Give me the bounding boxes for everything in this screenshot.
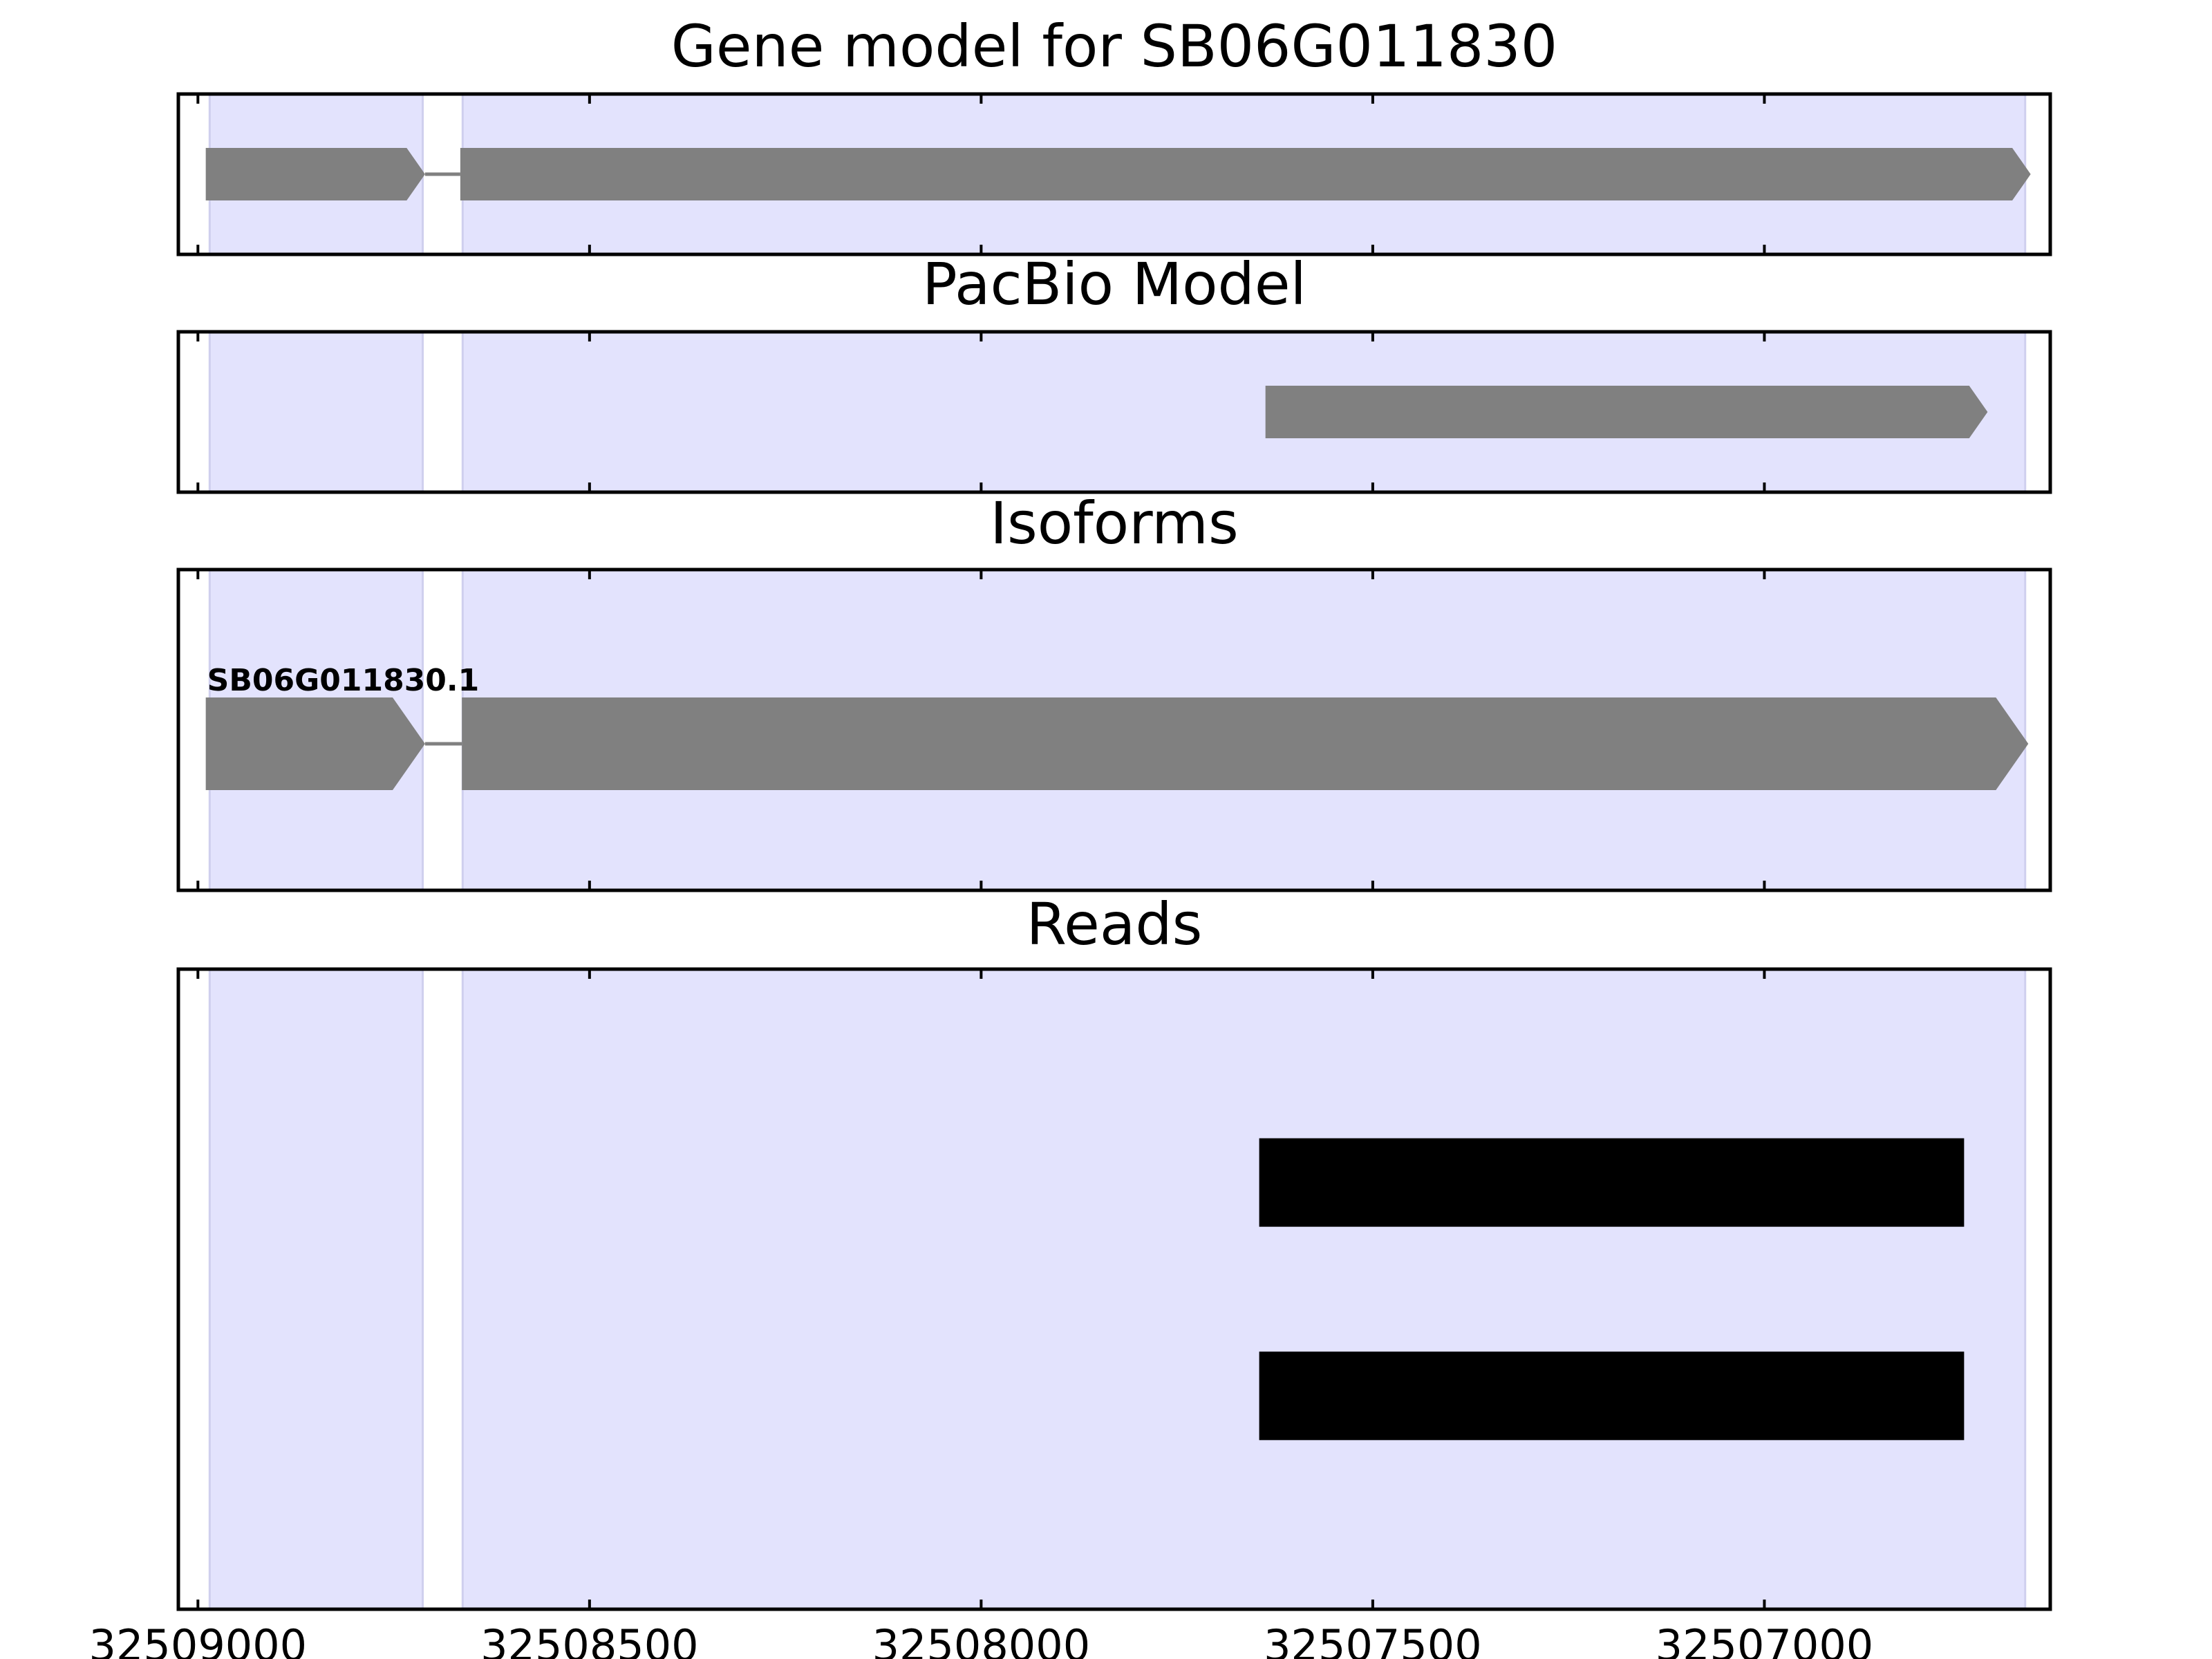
- read-bar: [1259, 1351, 1965, 1441]
- read-bar: [1259, 1138, 1965, 1227]
- pacbio-model-title: PacBio Model: [922, 250, 1306, 318]
- x-tick-label: 32507000: [1656, 1620, 1874, 1659]
- shaded-region: [208, 330, 424, 494]
- gene-model-frame: [176, 92, 2052, 256]
- isoform-label: SB06G011830.1: [207, 663, 480, 698]
- reads-title: Reads: [1027, 890, 1203, 958]
- pacbio-model-frame: [176, 330, 2052, 494]
- exon: [460, 148, 2031, 200]
- shaded-region: [208, 968, 424, 1611]
- exon: [205, 697, 425, 790]
- exon: [462, 697, 2029, 790]
- isoforms-panel: SB06G011830.1: [176, 568, 2052, 892]
- reads-panel: 32509000 32508500 32508000 32507500 32507000: [89, 967, 2052, 1659]
- x-tick-label: 32508500: [480, 1620, 699, 1659]
- gene-model-title: Gene model for SB06G011830: [671, 12, 1557, 80]
- pacbio-model-panel: [176, 330, 2052, 494]
- reads-frame: [176, 967, 2052, 1611]
- isoforms-title: Isoforms: [990, 489, 1239, 557]
- x-tick-label: 32509000: [89, 1620, 308, 1659]
- exon: [1265, 386, 1988, 438]
- gene-model-panel: [176, 92, 2052, 256]
- shaded-region: [461, 968, 2027, 1611]
- x-tick-label: 32508000: [872, 1620, 1091, 1659]
- isoforms-frame: [176, 568, 2052, 892]
- exon: [205, 148, 425, 200]
- x-tick-label: 32507500: [1264, 1620, 1482, 1659]
